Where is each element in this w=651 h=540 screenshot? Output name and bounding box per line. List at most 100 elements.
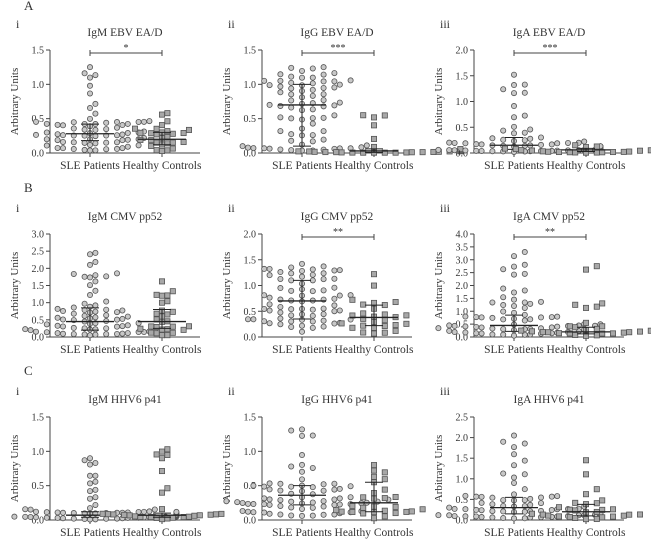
data-point (403, 320, 410, 327)
data-point (244, 316, 251, 323)
data-point (266, 486, 273, 493)
data-point (103, 119, 110, 126)
data-point (529, 147, 536, 154)
data-point (446, 147, 453, 154)
data-point (347, 494, 354, 501)
data-point (320, 287, 327, 294)
data-point (180, 326, 187, 333)
data-point (462, 323, 469, 330)
data-point (331, 501, 338, 508)
x-category-label: SLE Patients (272, 527, 332, 539)
data-point (309, 92, 316, 99)
data-point (320, 511, 327, 518)
data-point (277, 285, 284, 292)
data-point (500, 470, 507, 477)
chart-panel-B-iii: iii IgA CMV pp52 0.0 0.5 1.0 1.5 2.0 2.5 3.0 3.54… (433, 201, 651, 356)
data-point (581, 138, 588, 145)
data-point (298, 452, 305, 459)
data-point (119, 131, 126, 138)
y-tick-label: 1.0 (244, 447, 257, 458)
data-point (169, 288, 176, 295)
data-point (566, 330, 573, 337)
data-point (538, 298, 545, 305)
data-point (92, 460, 99, 467)
data-point (277, 275, 284, 282)
data-point (33, 328, 40, 335)
data-point (626, 329, 633, 336)
data-point (473, 506, 480, 513)
data-point (114, 124, 121, 131)
significance-label: *** (543, 43, 558, 54)
data-point (331, 284, 338, 291)
data-point (510, 130, 517, 137)
data-point (151, 506, 158, 513)
data-point (620, 329, 627, 336)
data-point (331, 320, 338, 327)
data-point (521, 270, 528, 277)
data-point (298, 322, 305, 329)
data-point (185, 126, 192, 133)
data-point (381, 486, 388, 493)
data-point (478, 330, 485, 337)
data-point (87, 82, 94, 89)
data-point (239, 508, 246, 515)
data-point (320, 305, 327, 312)
data-point (277, 502, 284, 509)
data-point (610, 149, 617, 156)
data-point (446, 327, 453, 334)
data-point (261, 318, 268, 325)
data-point (336, 292, 343, 299)
data-point (538, 134, 545, 141)
data-point (153, 330, 160, 337)
data-point (153, 291, 160, 298)
data-point (521, 457, 528, 464)
data-point (510, 82, 517, 89)
chart-title: IgA HHV6 p41 (514, 394, 585, 406)
data-point (250, 316, 257, 323)
y-tick-label: 1.5 (244, 46, 257, 57)
data-point (349, 149, 356, 156)
data-point (288, 97, 295, 104)
data-point (87, 147, 94, 154)
data-point (500, 508, 507, 515)
data-point (338, 149, 345, 156)
x-category-label: SLE Patients (484, 160, 544, 172)
data-point (451, 147, 458, 154)
data-point (473, 141, 480, 148)
data-point (99, 510, 106, 517)
data-point (60, 509, 67, 516)
data-point (70, 270, 77, 277)
data-point (309, 318, 316, 325)
x-category-label: SLE Patients (484, 344, 544, 356)
data-point (309, 115, 316, 122)
y-tick-label: 0.5 (244, 481, 257, 492)
data-point (158, 332, 165, 339)
data-point (124, 120, 131, 127)
data-point (381, 329, 388, 336)
panel-label: ii (228, 17, 235, 31)
data-point (583, 516, 590, 523)
y-tick-label: 0.0 (32, 149, 45, 160)
data-point (261, 495, 268, 502)
y-tick-label: 1.0 (456, 307, 469, 318)
data-point (250, 145, 257, 152)
data-point (81, 146, 88, 153)
data-point (266, 272, 273, 279)
chart-panel-B-i: i IgM CMV pp52 0.0 0.5 1.0 1.5 2.0 2.5 3.0 Arbitr… (9, 201, 202, 356)
data-point (81, 457, 88, 464)
x-category-label: SLE Patients (60, 160, 120, 172)
data-point (54, 121, 61, 128)
data-point (626, 511, 633, 518)
data-point (489, 148, 496, 155)
x-category-label: SLE Patients (484, 527, 544, 539)
data-point (610, 513, 617, 520)
data-point (309, 138, 316, 145)
data-point (298, 273, 305, 280)
data-point (545, 512, 552, 519)
data-point (121, 511, 128, 518)
data-point (501, 145, 508, 152)
chart-title: IgG CMV pp52 (301, 211, 374, 223)
data-point (218, 510, 225, 517)
data-point (131, 125, 138, 132)
